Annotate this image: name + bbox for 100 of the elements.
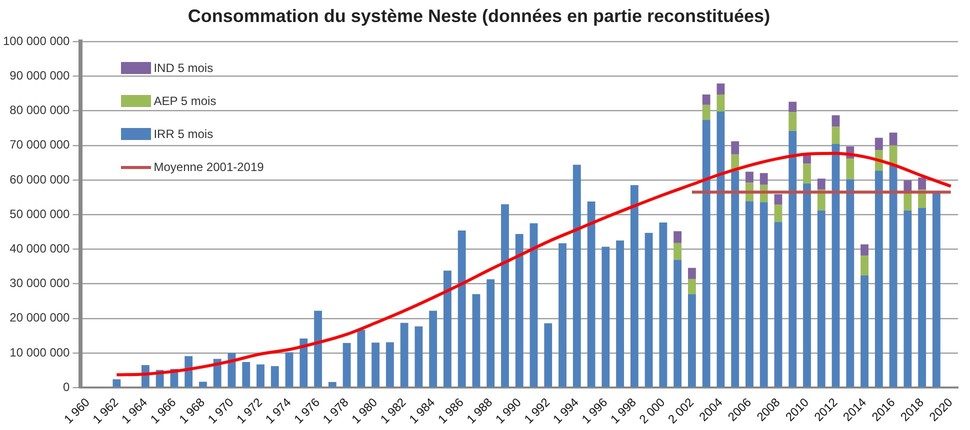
bar: [486, 279, 495, 387]
bar: [199, 382, 207, 387]
bar: [372, 342, 380, 387]
bar: [760, 202, 768, 387]
bar: [256, 364, 264, 387]
bar: [731, 170, 740, 387]
bar: [731, 141, 740, 154]
bar: [889, 165, 898, 387]
bar: [716, 111, 725, 387]
legend-label: IRR 5 mois: [154, 127, 214, 142]
bar: [515, 234, 524, 387]
bar: [788, 112, 797, 131]
bar: [832, 126, 840, 144]
bar: [674, 260, 682, 387]
x-tick-label: 1 960: [61, 395, 93, 426]
bar: [472, 294, 480, 387]
bar: [458, 230, 466, 387]
bar: [874, 170, 883, 387]
bar: [803, 155, 811, 164]
bar: [357, 330, 366, 387]
bar: [846, 179, 854, 387]
bar: [602, 246, 610, 387]
y-tick-label: 20 000 000: [10, 310, 70, 325]
x-tick-label: 1 962: [90, 395, 122, 426]
bar: [300, 338, 308, 387]
bar: [342, 342, 351, 387]
bar: [774, 222, 782, 387]
bar: [270, 366, 279, 387]
bar: [918, 208, 926, 387]
y-tick-label: 0: [63, 380, 70, 394]
bar: [774, 204, 782, 222]
bar: [444, 270, 452, 387]
legend-label: AEP 5 mois: [154, 94, 216, 108]
line-series: [115, 152, 952, 376]
y-tick-label: 90 000 000: [10, 68, 70, 83]
bar: [558, 243, 566, 387]
bar: [328, 382, 336, 387]
bar: [501, 204, 509, 387]
bar: [314, 310, 322, 387]
x-tick-label: 2 002: [665, 395, 697, 426]
bar: [889, 132, 898, 146]
chart-title: Consommation du système Neste (données en partie reconstituées): [188, 6, 770, 26]
bar: [414, 326, 423, 387]
bar: [803, 183, 811, 387]
bar: [746, 172, 754, 183]
y-tick-label: 70 000 000: [10, 138, 70, 152]
bar: [702, 120, 710, 387]
x-tick-label: 1 972: [234, 395, 266, 426]
bar: [788, 102, 797, 112]
y-tick-label: 80 000 000: [10, 103, 70, 118]
bar: [716, 83, 725, 95]
x-tick-label: 1 978: [320, 395, 352, 426]
bar: [904, 193, 912, 210]
bar: [817, 210, 826, 387]
bar: [674, 231, 682, 243]
bar: [386, 342, 394, 387]
bar: [429, 310, 438, 387]
bar: [702, 104, 710, 120]
bar: [530, 223, 538, 387]
legend-label: IND 5 mois: [154, 61, 214, 76]
bar: [716, 94, 725, 112]
bar: [285, 352, 294, 387]
legend-label: Moyenne 2001-2019: [154, 160, 264, 174]
bar: [630, 185, 638, 387]
bar: [587, 201, 596, 387]
bar: [832, 144, 840, 387]
x-tick-label: 1 966: [148, 395, 179, 426]
x-tick-label: 2 000: [636, 395, 668, 426]
y-tick-label: 30 000 000: [10, 276, 70, 290]
bar: [760, 173, 768, 185]
y-tick-label: 40 000 000: [10, 242, 70, 256]
bar: [674, 242, 682, 260]
bar: [659, 222, 668, 387]
bar: [688, 268, 696, 279]
bar: [846, 158, 854, 180]
bar: [860, 244, 868, 256]
y-tick-label: 100 000 000: [3, 34, 70, 48]
bar: [242, 362, 250, 387]
y-tick-label: 10 000 000: [10, 345, 70, 360]
bar: [702, 94, 710, 105]
bar: [616, 240, 624, 387]
x-tick-label: 1 998: [608, 395, 640, 426]
x-tick-label: 1 968: [176, 395, 208, 426]
bar: [817, 178, 826, 190]
x-tick-label: 1 964: [118, 395, 150, 426]
bar: [860, 256, 868, 276]
bar: [860, 275, 868, 387]
x-tick-label: 1 974: [262, 395, 294, 426]
bar: [544, 323, 552, 387]
bar: [788, 130, 797, 387]
bar: [803, 164, 811, 184]
x-tick-label: 1 976: [291, 395, 323, 426]
y-tick-label: 60 000 000: [10, 172, 70, 186]
bar: [904, 210, 912, 387]
bar: [774, 194, 782, 205]
bar: [746, 201, 754, 387]
bar: [688, 278, 696, 294]
bar: [572, 164, 581, 387]
bar: [400, 322, 408, 387]
x-tick-label: 1 980: [348, 395, 380, 426]
